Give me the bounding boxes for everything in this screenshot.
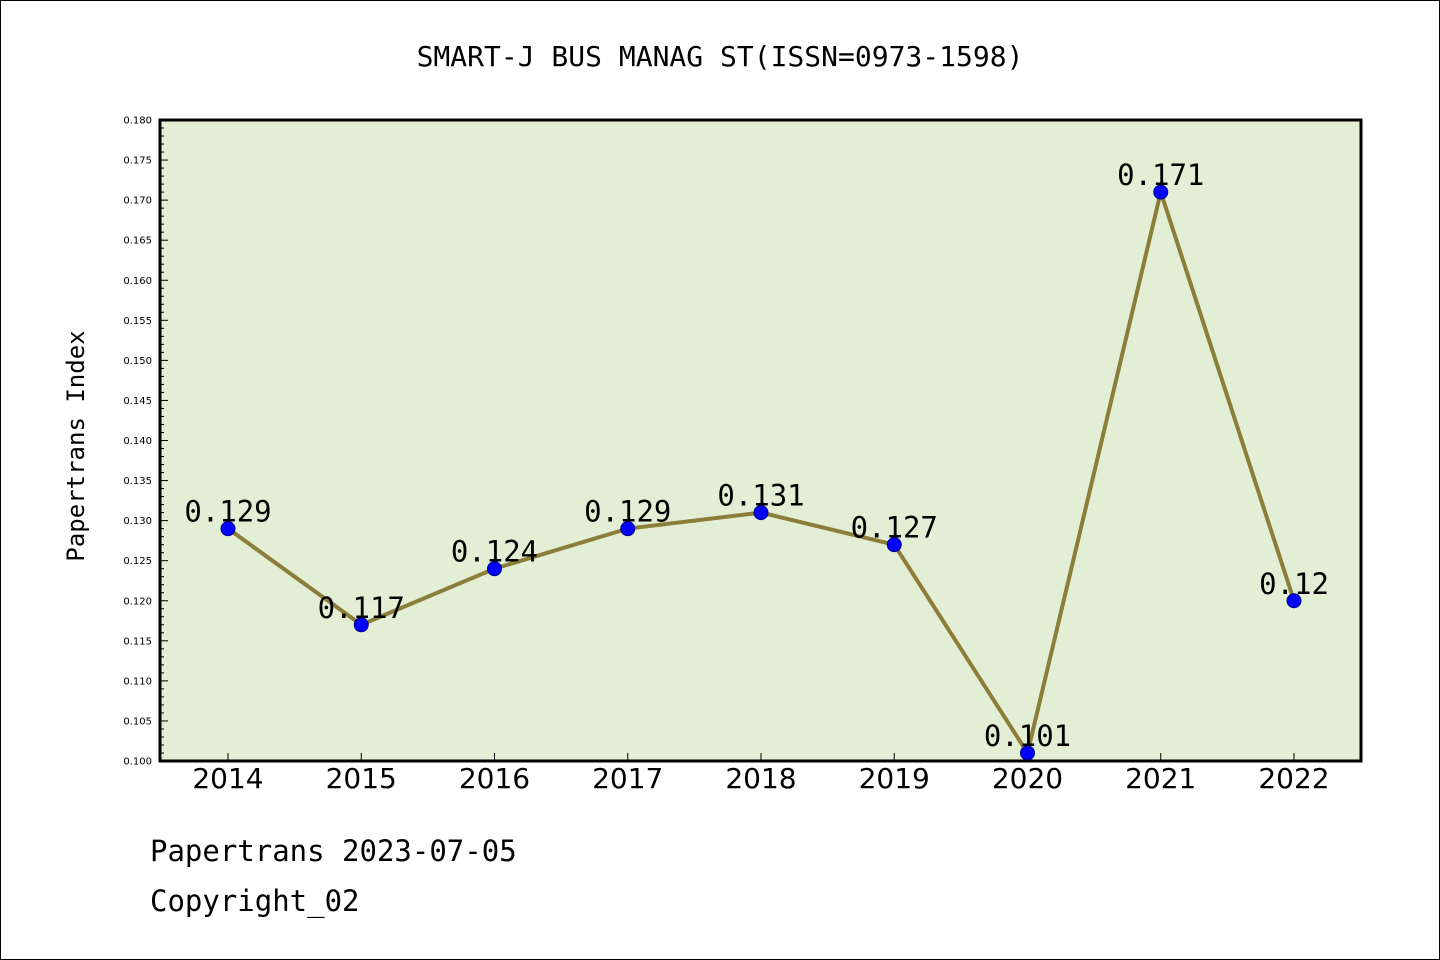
- x-tick-label: 2015: [326, 762, 397, 795]
- footer-date: Papertrans 2023-07-05: [150, 834, 517, 868]
- y-tick-label: 0.125: [123, 556, 152, 567]
- x-tick-label: 2018: [725, 762, 796, 795]
- data-label: 0.129: [184, 495, 271, 529]
- y-tick-label: 0.145: [123, 396, 152, 407]
- data-label: 0.129: [584, 495, 671, 529]
- x-tick-label: 2021: [1125, 762, 1196, 795]
- y-tick-label: 0.150: [123, 356, 152, 367]
- data-point: [620, 521, 636, 537]
- data-point: [353, 617, 369, 633]
- data-label: 0.171: [1117, 158, 1204, 192]
- data-label: 0.124: [451, 535, 538, 569]
- data-point: [1286, 593, 1302, 609]
- chart-title: SMART-J BUS MANAG ST(ISSN=0973-1598): [417, 40, 1024, 73]
- x-tick-label: 2016: [459, 762, 530, 795]
- y-tick-label: 0.115: [123, 636, 152, 647]
- data-label: 0.117: [318, 591, 405, 625]
- x-tick-label: 2017: [592, 762, 663, 795]
- data-point: [1153, 184, 1169, 200]
- data-label: 0.101: [984, 719, 1071, 753]
- y-tick-label: 0.135: [123, 476, 152, 487]
- data-point: [753, 505, 769, 521]
- y-axis-label: Papertrans Index: [62, 330, 90, 561]
- data-point: [487, 561, 502, 577]
- y-tick-label: 0.130: [123, 516, 152, 527]
- plot-area: [160, 120, 1361, 761]
- data-label: 0.131: [717, 479, 804, 513]
- data-labels: 0.129 0.117 0.124 0.129 0.131 0.127 0.101 0.171…: [184, 158, 1329, 753]
- y-tick-label: 0.165: [123, 236, 152, 247]
- y-tick-label: 0.160: [123, 276, 152, 287]
- y-tick-label: 0.100: [123, 757, 152, 768]
- plot-border: [158, 118, 1363, 763]
- y-tick-label: 0.155: [123, 316, 152, 327]
- y-tick-label: 0.140: [123, 436, 152, 447]
- x-tick-label: 2022: [1258, 762, 1329, 795]
- y-tick-label: 0.105: [123, 716, 152, 727]
- x-tick-label: 2014: [192, 762, 263, 795]
- data-label: 0.12: [1259, 567, 1329, 601]
- data-markers: [220, 184, 1302, 761]
- data-point: [220, 521, 236, 537]
- x-tick-label: 2020: [992, 762, 1063, 795]
- data-label: 0.127: [851, 511, 938, 545]
- y-tick-label: 0.120: [123, 596, 152, 607]
- y-tick-label: 0.170: [123, 196, 152, 207]
- data-point: [886, 537, 902, 553]
- x-axis: 2014 2015 2016 2017 2018 2019 2020 2021 2022: [192, 753, 1330, 795]
- x-tick-label: 2019: [859, 762, 930, 795]
- y-tick-label: 0.110: [123, 676, 152, 687]
- y-tick-label: 0.175: [123, 156, 152, 167]
- y-tick-label: 0.180: [123, 116, 152, 127]
- footer-copyright: Copyright_02: [150, 884, 360, 918]
